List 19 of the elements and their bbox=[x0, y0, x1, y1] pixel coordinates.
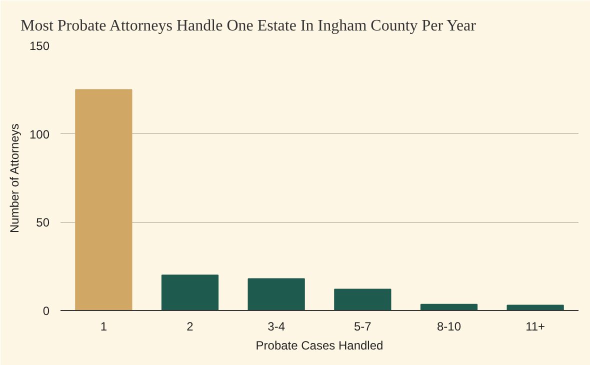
chart-title: Most Probate Attorneys Handle One Estate In Ingham County Per Year bbox=[20, 18, 477, 34]
x-tick-label: 2 bbox=[186, 320, 194, 334]
x-tick-label: 8-10 bbox=[436, 320, 462, 334]
bar bbox=[334, 288, 392, 310]
x-tick-label: 3-4 bbox=[268, 320, 286, 334]
bar bbox=[248, 278, 305, 310]
bar bbox=[420, 304, 478, 310]
y-tick-label: 150 bbox=[29, 39, 50, 53]
y-tick-label: 50 bbox=[36, 216, 50, 230]
x-axis-title: Probate Cases Handled bbox=[256, 338, 384, 352]
x-tick-label: 5-7 bbox=[354, 320, 372, 334]
bar bbox=[506, 304, 564, 310]
x-tick-label: 11+ bbox=[526, 320, 546, 334]
bar bbox=[161, 274, 219, 310]
bar bbox=[75, 89, 132, 310]
y-tick-label: 100 bbox=[29, 127, 50, 142]
y-tick-label: 0 bbox=[42, 304, 50, 318]
y-axis-title: Number of Attorneys bbox=[7, 124, 22, 234]
x-tick-label: 1 bbox=[100, 320, 108, 334]
